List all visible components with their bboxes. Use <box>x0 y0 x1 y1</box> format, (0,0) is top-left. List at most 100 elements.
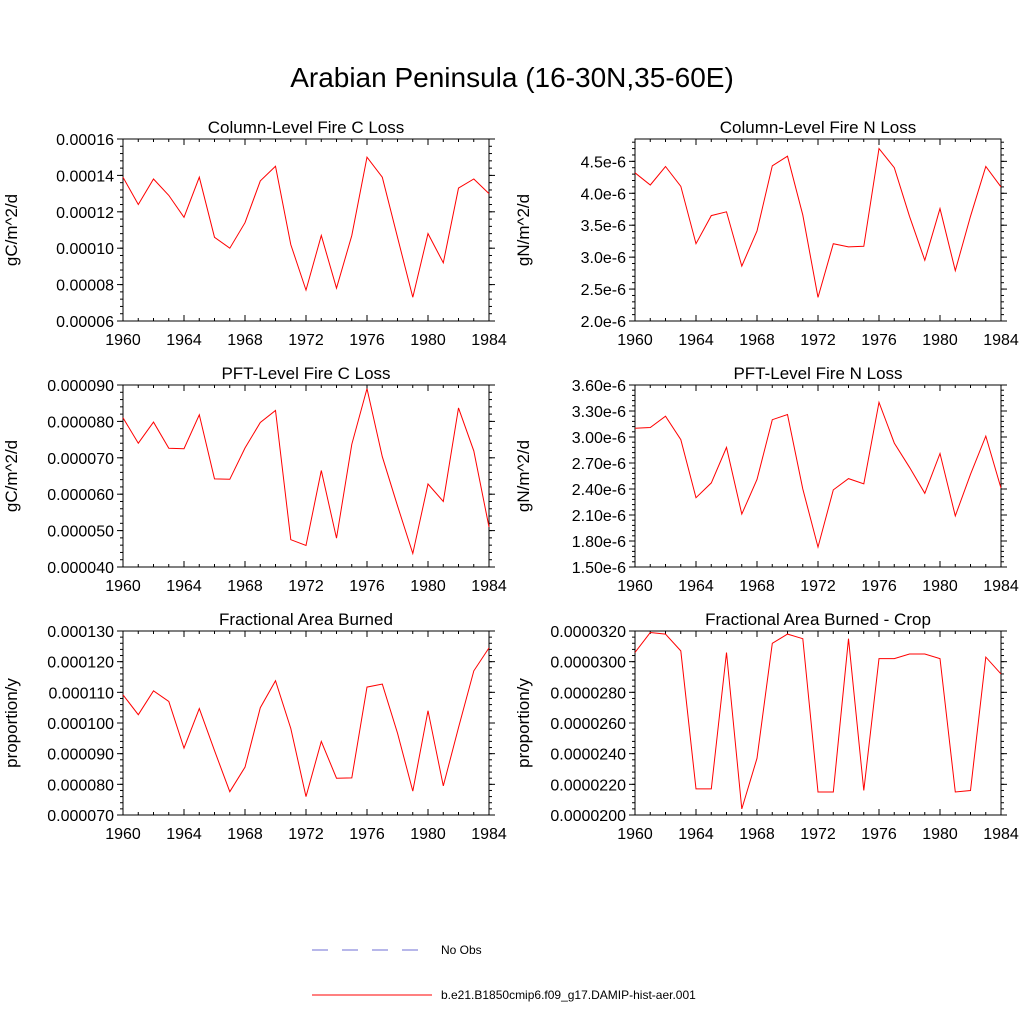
y-axis-label: proportion/y <box>514 678 533 768</box>
x-tick-label: 1964 <box>166 578 202 595</box>
x-tick-label: 1984 <box>471 578 507 595</box>
y-tick-label: 1.80e-6 <box>572 534 626 551</box>
x-tick-label: 1980 <box>922 826 958 843</box>
y-tick-label: 4.5e-6 <box>581 154 626 171</box>
x-tick-label: 1976 <box>861 826 897 843</box>
chart-panel-1: Column-Level Fire C Loss gC/m^2/d 1960 1964… <box>2 118 507 349</box>
chart-title: Column-Level Fire N Loss <box>720 118 917 137</box>
y-tick-label: 0.000070 <box>47 808 114 825</box>
y-axis-label: gN/m^2/d <box>514 194 533 266</box>
y-tick-label: 0.000040 <box>47 560 114 577</box>
chart-panel-6: Fractional Area Burned - Crop proportion/… <box>514 610 1019 843</box>
x-tick-label: 1980 <box>410 578 446 595</box>
y-tick-label: 0.000080 <box>47 777 114 794</box>
x-tick-label: 1984 <box>983 826 1019 843</box>
y-tick-label: 0.0000240 <box>550 747 626 764</box>
x-tick-label: 1960 <box>105 826 141 843</box>
y-tick-label: 0.00008 <box>56 278 114 295</box>
x-tick-label: 1960 <box>617 578 653 595</box>
x-tick-label: 1964 <box>678 826 714 843</box>
y-axis-label: gC/m^2/d <box>2 440 21 512</box>
y-tick-label: 0.000090 <box>47 747 114 764</box>
x-tick-label: 1964 <box>678 332 714 349</box>
x-tick-label: 1968 <box>227 826 263 843</box>
x-tick-label: 1968 <box>227 332 263 349</box>
plot-frame <box>634 138 1002 322</box>
y-tick-label: 0.0000260 <box>550 716 626 733</box>
y-tick-label: 2.70e-6 <box>572 456 626 473</box>
series-line-model <box>634 147 1002 298</box>
y-tick-label: 0.0000320 <box>550 624 626 641</box>
y-tick-label: 0.00010 <box>56 241 114 258</box>
x-tick-label: 1972 <box>288 332 324 349</box>
y-tick-label: 1.50e-6 <box>572 560 626 577</box>
plot-frame <box>122 630 490 816</box>
chart-panel-5: Fractional Area Burned proportion/y 1960 19… <box>2 610 507 843</box>
y-tick-label: 0.00006 <box>56 314 114 331</box>
x-tick-label: 1972 <box>800 826 836 843</box>
chart-title: Column-Level Fire C Loss <box>208 118 405 137</box>
chart-panel-4: PFT-Level Fire N Loss gN/m^2/d 1960 1964 196… <box>514 364 1019 595</box>
page-title: Arabian Peninsula (16-30N,35-60E) <box>290 62 734 93</box>
y-tick-label: 0.0000200 <box>550 808 626 825</box>
x-tick-label: 1964 <box>166 826 202 843</box>
x-tick-label: 1960 <box>617 332 653 349</box>
y-tick-label: 3.60e-6 <box>572 378 626 395</box>
x-tick-label: 1984 <box>983 578 1019 595</box>
chart-title: PFT-Level Fire C Loss <box>221 364 390 383</box>
series-line-model <box>122 156 490 298</box>
plot-frame <box>122 138 490 322</box>
x-tick-label: 1984 <box>983 332 1019 349</box>
series-line-model <box>122 647 490 797</box>
x-tick-label: 1976 <box>349 826 385 843</box>
x-tick-label: 1960 <box>617 826 653 843</box>
y-axis-label: gC/m^2/d <box>2 194 21 266</box>
y-tick-label: 0.000120 <box>47 655 114 672</box>
x-tick-label: 1972 <box>800 578 836 595</box>
x-tick-label: 1972 <box>288 578 324 595</box>
y-tick-label: 0.0000300 <box>550 655 626 672</box>
y-tick-label: 0.0000220 <box>550 777 626 794</box>
plot-frame <box>122 384 490 568</box>
x-tick-label: 1968 <box>227 578 263 595</box>
y-tick-label: 0.00014 <box>56 168 114 185</box>
y-tick-label: 3.30e-6 <box>572 404 626 421</box>
chart-panel-3: PFT-Level Fire C Loss gC/m^2/d 1960 1964 196… <box>2 364 507 595</box>
x-tick-label: 1968 <box>739 826 775 843</box>
x-tick-label: 1968 <box>739 578 775 595</box>
x-tick-label: 1968 <box>739 332 775 349</box>
x-tick-label: 1976 <box>349 332 385 349</box>
y-tick-label: 2.5e-6 <box>581 282 626 299</box>
x-tick-label: 1976 <box>861 578 897 595</box>
chart-title: Fractional Area Burned <box>219 610 393 629</box>
legend-obs-label: No Obs <box>441 943 482 957</box>
series-line-model <box>122 388 490 556</box>
y-tick-label: 0.00016 <box>56 132 114 149</box>
y-tick-label: 0.000090 <box>47 378 114 395</box>
x-tick-label: 1976 <box>349 578 385 595</box>
x-tick-label: 1980 <box>922 332 958 349</box>
x-tick-label: 1984 <box>471 332 507 349</box>
x-tick-label: 1980 <box>410 332 446 349</box>
x-tick-label: 1964 <box>166 332 202 349</box>
chart-title: PFT-Level Fire N Loss <box>733 364 902 383</box>
x-tick-label: 1972 <box>800 332 836 349</box>
y-axis-label: gN/m^2/d <box>514 440 533 512</box>
y-tick-label: 0.000130 <box>47 624 114 641</box>
x-tick-label: 1984 <box>471 826 507 843</box>
series-line-model <box>634 400 1002 550</box>
y-tick-label: 3.00e-6 <box>572 430 626 447</box>
x-tick-label: 1960 <box>105 578 141 595</box>
series-line-model <box>634 631 1002 810</box>
x-tick-label: 1960 <box>105 332 141 349</box>
y-tick-label: 2.0e-6 <box>581 314 626 331</box>
y-tick-label: 0.00012 <box>56 205 114 222</box>
y-tick-label: 0.0000280 <box>550 685 626 702</box>
y-tick-label: 0.000070 <box>47 451 114 468</box>
y-tick-label: 4.0e-6 <box>581 186 626 203</box>
legend-model-label: b.e21.B1850cmip6.f09_g17.DAMIP-hist-aer.… <box>441 988 696 1002</box>
y-tick-label: 3.0e-6 <box>581 250 626 267</box>
y-tick-label: 0.000100 <box>47 716 114 733</box>
y-tick-label: 2.10e-6 <box>572 508 626 525</box>
